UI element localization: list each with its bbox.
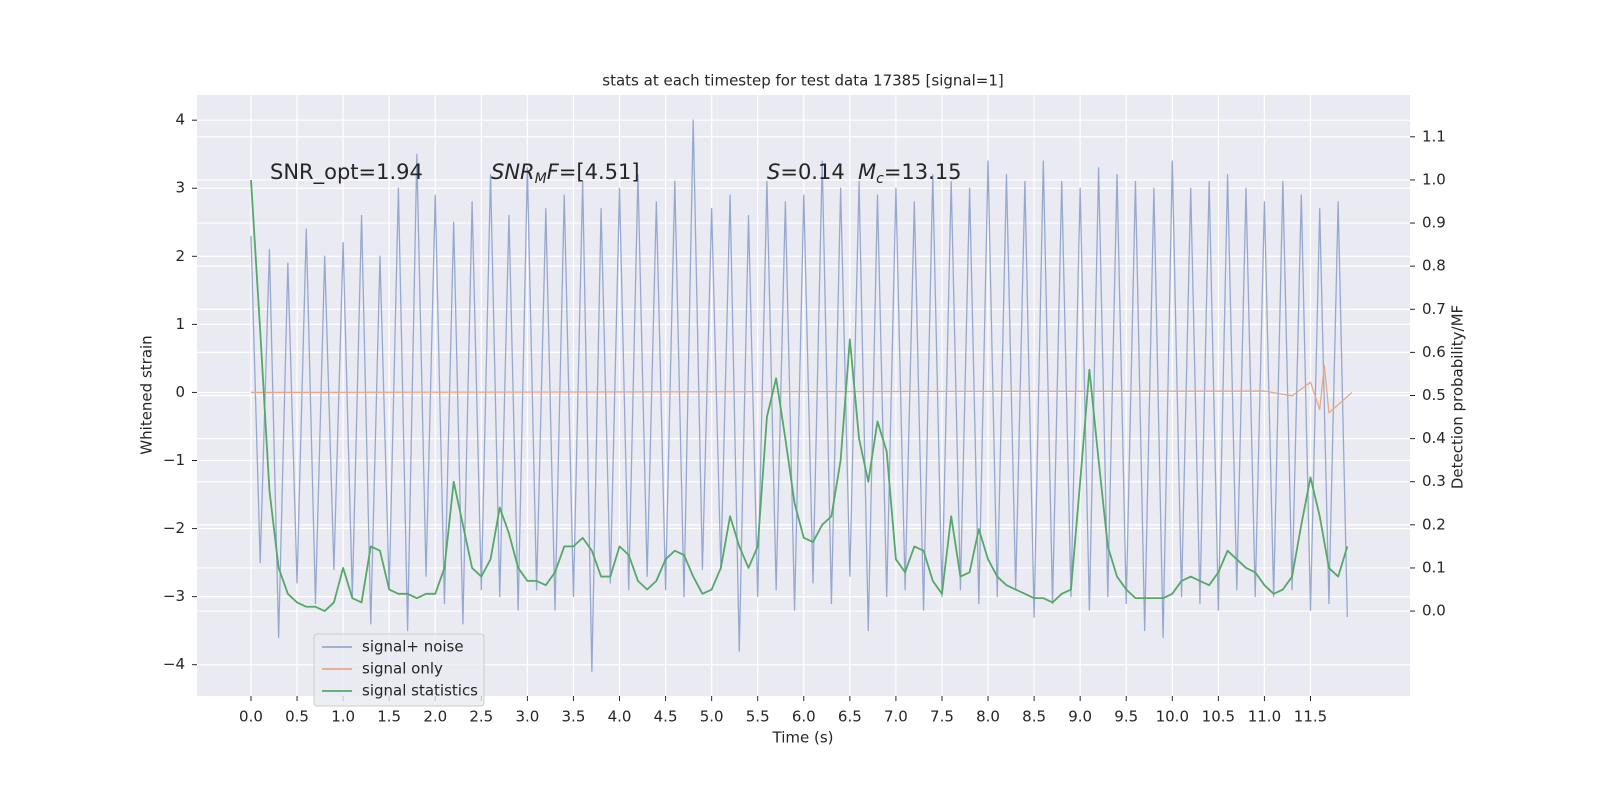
y2-tick-label: 0.6 — [1422, 343, 1446, 361]
legend-label: signal statistics — [362, 682, 478, 700]
annotation-part: SNR_opt=1.94 — [270, 160, 423, 185]
y-tick-label: −3 — [163, 587, 185, 605]
y-tick-label: 4 — [175, 111, 185, 129]
y2-tick-label: 1.1 — [1422, 127, 1446, 145]
legend-label: signal only — [362, 660, 443, 678]
annotation-part: c — [876, 171, 884, 187]
annotation-part: S — [767, 160, 780, 184]
x-tick-label: 10.0 — [1156, 708, 1189, 726]
y2-axis-label: Detection probability/MF — [1449, 305, 1467, 489]
x-tick-label: 9.5 — [1114, 708, 1138, 726]
x-tick-label: 3.5 — [562, 708, 586, 726]
annotation-part: F — [547, 160, 560, 184]
x-tick-label: 5.5 — [746, 708, 770, 726]
x-tick-label: 7.5 — [930, 708, 954, 726]
x-tick-label: 1.5 — [377, 708, 401, 726]
x-tick-label: 4.0 — [608, 708, 632, 726]
legend-box — [313, 633, 485, 707]
annotation-part: M — [858, 160, 876, 184]
annotation-part: SNR — [491, 160, 535, 184]
series-line — [250, 364, 1353, 414]
y-tick-label: 0 — [175, 383, 185, 401]
y-tick-label: −1 — [163, 451, 185, 469]
y2-tick-label: 0.7 — [1422, 300, 1446, 318]
legend-label: signal+ noise — [362, 638, 464, 656]
x-tick-label: 10.5 — [1202, 708, 1235, 726]
x-tick-label: 2.0 — [423, 708, 447, 726]
y2-tick-label: 0.5 — [1422, 386, 1446, 404]
y2-tick-label: 0.8 — [1422, 257, 1446, 275]
y-tick-label: 3 — [175, 179, 185, 197]
annotation-part: =0.14 — [780, 160, 844, 184]
x-tick-label: 1.0 — [331, 708, 355, 726]
y2-tick-label: 1.0 — [1422, 170, 1446, 188]
y2-tick-label: 0.2 — [1422, 515, 1446, 533]
series-line — [250, 179, 1349, 612]
x-tick-label: 6.5 — [838, 708, 862, 726]
x-tick-label: 8.5 — [1022, 708, 1046, 726]
series-line — [250, 119, 1348, 673]
y2-tick-label: 0.1 — [1422, 558, 1446, 576]
y2-tick-label: 0.9 — [1422, 214, 1446, 232]
y2-tick-label: 0.0 — [1422, 602, 1446, 620]
x-axis-label: Time (s) — [772, 729, 834, 747]
x-tick-label: 11.0 — [1248, 708, 1281, 726]
y-tick-label: −4 — [163, 655, 185, 673]
y2-tick-label: 0.3 — [1422, 472, 1446, 490]
annotation-part: M — [535, 171, 547, 187]
y-tick-label: −2 — [163, 519, 185, 537]
x-tick-label: 6.0 — [792, 708, 816, 726]
y-tick-label: 2 — [175, 247, 185, 265]
x-tick-label: 0.5 — [285, 708, 309, 726]
x-tick-label: 8.0 — [976, 708, 1000, 726]
annotation-part: =13.15 — [884, 160, 962, 184]
annotation: SNRMF=[4.51] — [491, 160, 640, 187]
y-tick-label: 1 — [175, 315, 185, 333]
x-tick-label: 9.0 — [1068, 708, 1092, 726]
chart-title: stats at each timestep for test data 173… — [602, 72, 1003, 90]
x-tick-label: 3.0 — [515, 708, 539, 726]
x-tick-label: 5.0 — [700, 708, 724, 726]
x-tick-label: 4.5 — [654, 708, 678, 726]
annotation: S=0.14 — [767, 160, 845, 184]
y2-tick-label: 0.4 — [1422, 429, 1446, 447]
x-tick-label: 0.0 — [239, 708, 263, 726]
annotation-part: =[4.51] — [559, 160, 640, 184]
annotation: Mc=13.15 — [858, 160, 962, 187]
annotation: SNR_opt=1.94 — [270, 160, 423, 185]
x-tick-label: 11.5 — [1294, 708, 1327, 726]
x-tick-label: 2.5 — [469, 708, 493, 726]
x-tick-label: 7.0 — [884, 708, 908, 726]
y-axis-label: Whitened strain — [138, 335, 156, 454]
